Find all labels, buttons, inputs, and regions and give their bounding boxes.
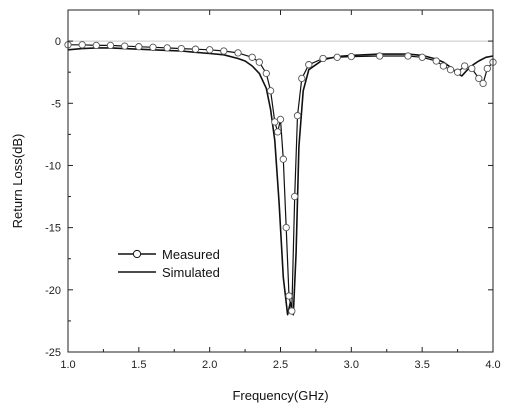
series-layer: [64, 41, 497, 316]
measured-point: [453, 68, 462, 76]
y-tick-label: -10: [45, 160, 61, 172]
x-axis-title: Frequency(GHz): [232, 388, 328, 403]
measured-point: [78, 41, 86, 49]
measured-point: [483, 64, 491, 73]
measured-point: [404, 52, 412, 60]
measured-point: [418, 53, 426, 61]
x-tick-label: 1.0: [60, 359, 75, 371]
measured-point: [274, 128, 282, 136]
y-tick-label: -15: [45, 223, 61, 235]
x-tick-label: 4.0: [485, 359, 500, 371]
measured-point: [282, 223, 290, 232]
x-tick-label: 2.5: [273, 359, 288, 371]
measured-point: [92, 41, 100, 50]
measured-point: [276, 115, 285, 124]
measured-point: [291, 192, 299, 201]
y-tick-label: 0: [55, 36, 61, 48]
legend-measured-marker: [132, 249, 142, 259]
measured-point: [446, 66, 455, 74]
legend-simulated-label: Simulated: [162, 265, 220, 280]
axes: [67, 9, 494, 353]
y-tick-label: -5: [51, 98, 61, 110]
measured-point: [479, 79, 487, 88]
legend-measured-label: Measured: [162, 247, 220, 262]
y-axis-title: Return Loss(dB): [10, 134, 25, 229]
measured-point: [347, 52, 355, 61]
measured-point: [475, 74, 483, 83]
measured-point: [248, 53, 256, 61]
measured-point: [432, 57, 440, 65]
measured-point: [255, 58, 263, 66]
measured-point: [305, 61, 313, 69]
measured-point: [220, 47, 228, 55]
measured-point: [234, 49, 242, 57]
measured-point: [319, 54, 327, 63]
measured-point: [288, 307, 296, 315]
measured-point: [279, 155, 287, 163]
measured-point: [106, 41, 115, 50]
measured-point: [461, 62, 469, 70]
x-tick-label: 1.5: [131, 359, 146, 371]
measured-point: [177, 44, 185, 53]
x-tick-label: 2.0: [202, 359, 217, 371]
plot-frame: [67, 9, 494, 353]
measured-point: [468, 64, 476, 73]
series-line-simulated: [67, 47, 494, 316]
measured-point: [285, 292, 293, 300]
measured-point: [121, 42, 129, 50]
measured-point: [439, 62, 448, 70]
measured-point: [206, 46, 214, 54]
y-tick-label: -20: [45, 285, 61, 297]
x-tick-label: 3.0: [344, 359, 359, 371]
measured-point: [376, 52, 384, 60]
ticks: 1.0 1.5 2.0 2.5 3.0 3.5 4.0 0 -5 -10 -15 -20 -25: [45, 10, 501, 371]
y-tick-label: -25: [45, 347, 61, 359]
measured-point: [191, 45, 200, 53]
legend: Measured Simulated: [118, 247, 220, 280]
measured-point: [266, 87, 275, 95]
measured-point: [293, 112, 302, 120]
measured-point: [262, 69, 270, 78]
measured-point: [333, 53, 341, 61]
measured-point: [149, 43, 157, 51]
measured-point: [298, 74, 306, 83]
series-line-measured: [68, 44, 494, 312]
x-tick-label: 3.5: [415, 359, 430, 371]
measured-point: [135, 43, 143, 51]
measured-point: [163, 44, 171, 52]
